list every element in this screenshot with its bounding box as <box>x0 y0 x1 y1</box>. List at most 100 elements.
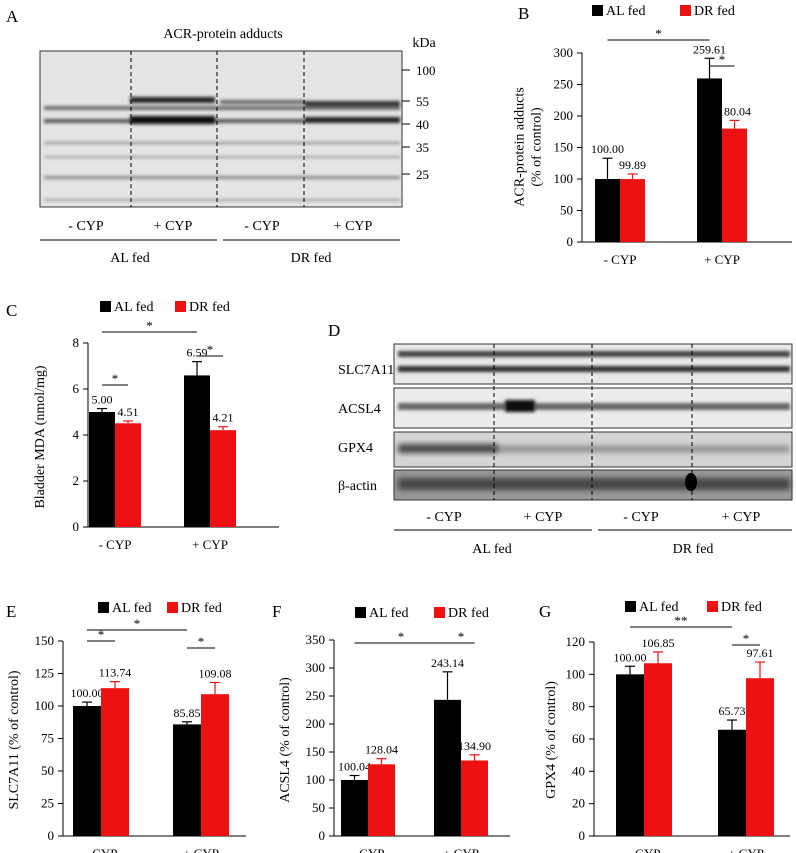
chart-g-x-tick-label-1: + CYP <box>728 846 764 853</box>
chart-b-acr-adducts: B AL fed DR fed 0 50 100 150 200 250 300 ACR-prote… <box>513 4 792 267</box>
d-lane-label-dr-minus-cyp: - CYP <box>623 510 659 525</box>
d-lane-label-al-plus-cyp: + CYP <box>524 510 563 525</box>
chart-f-value-label-0-0: 100.04 <box>338 759 371 773</box>
group-label-dr-fed: DR fed <box>291 251 332 266</box>
chart-f-y-tick-label-6: 300 <box>306 660 326 675</box>
chart-f-y-tick-label-7: 350 <box>306 632 326 647</box>
chart-f-value-label-1-0: 243.14 <box>431 656 464 670</box>
chart-f-legend-label-0: AL fed <box>369 606 409 621</box>
chart-e-bar-0-1 <box>101 688 129 836</box>
chart-b-value-label-0-1: 99.89 <box>619 158 646 172</box>
slc7a11-blot-image <box>393 343 793 385</box>
chart-e-sig-label-2: * <box>198 634 205 649</box>
chart-g-y-tick-label-5: 100 <box>566 666 586 681</box>
panel-a-title: ACR-protein adducts <box>163 27 282 42</box>
chart-e-y-tick-label-0: 0 <box>48 828 55 843</box>
chart-f-value-label-1-1: 134.90 <box>458 739 491 753</box>
chart-e-sig-label-0: * <box>98 627 105 642</box>
chart-b-y-tick-label-6: 300 <box>554 45 574 60</box>
adduct-blot-image <box>39 50 403 208</box>
chart-e-legend-label-0: AL fed <box>112 601 152 616</box>
chart-g-sig-label-0: ** <box>675 613 688 628</box>
chart-f-acsl4: F AL fed DR fed 0 50 100 150 200 250 300 350 ACSL4 … <box>272 602 510 853</box>
d-group-label-al-fed: AL fed <box>472 542 512 557</box>
d-lane-label-al-minus-cyp: - CYP <box>426 510 462 525</box>
chart-f-bar-1-0 <box>434 699 461 836</box>
protein-label-beta-actin: β-actin <box>338 479 377 494</box>
chart-b-y-tick-label-0: 0 <box>567 234 574 249</box>
chart-f-value-label-0-1: 128.04 <box>365 743 398 757</box>
chart-c-sig-label-1: * <box>146 318 153 333</box>
chart-c-bar-1-0 <box>184 375 210 527</box>
lane-label-dr-minus-cyp: - CYP <box>244 219 280 234</box>
chart-g-legend-label-0: AL fed <box>639 600 679 615</box>
chart-b-y-tick-label-3: 150 <box>554 140 574 155</box>
chart-e-y-label-0: SLC7A11 (% of control) <box>7 670 22 809</box>
chart-f-y-tick-label-4: 200 <box>306 716 326 731</box>
chart-c-x-tick-label-0: - CYP <box>99 537 132 552</box>
chart-g-value-label-0-0: 100.00 <box>614 650 647 664</box>
chart-f-y-tick-label-3: 150 <box>306 744 326 759</box>
kda-marker-25: 25 <box>416 167 429 182</box>
chart-e-value-label-1-1: 109.08 <box>199 666 232 680</box>
chart-f-x-tick-label-1: + CYP <box>443 846 479 853</box>
protein-label-slc7a11: SLC7A11 <box>338 363 394 378</box>
d-lane-label-dr-plus-cyp: + CYP <box>722 510 761 525</box>
chart-b-y-tick-label-4: 200 <box>554 108 574 123</box>
panel-a-letter: A <box>6 7 19 26</box>
chart-f-bar-1-1 <box>461 760 488 836</box>
chart-g-y-tick-label-6: 120 <box>566 634 586 649</box>
chart-b-y-tick-label-5: 250 <box>554 77 574 92</box>
chart-f-bar-0-0 <box>341 779 368 836</box>
panel-e-letter: E <box>6 602 16 621</box>
chart-b-x-tick-label-0: - CYP <box>604 252 637 267</box>
chart-e-legend-label-1: DR fed <box>181 601 222 616</box>
lane-label-dr-plus-cyp: + CYP <box>334 219 373 234</box>
chart-c-y-tick-label-2: 4 <box>73 427 80 442</box>
kda-marker-55: 55 <box>416 94 429 109</box>
chart-e-y-tick-label-2: 50 <box>41 763 54 778</box>
chart-g-y-tick-label-1: 20 <box>572 796 585 811</box>
chart-b-y-tick-label-2: 100 <box>554 171 574 186</box>
chart-g-y-tick-label-0: 0 <box>579 828 586 843</box>
chart-c-value-label-0-0: 5.00 <box>92 393 113 407</box>
chart-f-sig-label-0: * <box>398 629 405 644</box>
chart-e-sig-label-1: * <box>134 616 141 631</box>
chart-g-value-label-1-1: 97.61 <box>747 646 774 660</box>
chart-f-x-tick-label-0: - CYP <box>352 846 385 853</box>
chart-f-sig-label-1: * <box>458 629 465 644</box>
chart-c-bladder-mda: C AL fed DR fed 0 2 4 6 8 Bladder MDA (nmol/mg) 5… <box>6 300 279 552</box>
protein-label-acsl4: ACSL4 <box>338 402 381 417</box>
kda-marker-ladder: 100 55 40 35 25 <box>402 63 436 182</box>
chart-e-y-tick-label-5: 125 <box>35 666 55 681</box>
chart-c-y-tick-label-3: 6 <box>73 381 80 396</box>
chart-c-sig-label-2: * <box>207 342 214 357</box>
panel-g-letter: G <box>539 602 551 621</box>
chart-g-bar-0-1 <box>644 663 672 836</box>
chart-c-y-tick-label-4: 8 <box>73 335 80 350</box>
chart-c-x-tick-label-1: + CYP <box>192 537 228 552</box>
chart-e-bar-1-1 <box>201 694 229 836</box>
group-label-al-fed: AL fed <box>110 251 150 266</box>
chart-g-y-label-0: GPX4 (% of control) <box>544 681 559 799</box>
chart-f-y-tick-label-2: 100 <box>306 772 326 787</box>
chart-g-y-tick-label-4: 80 <box>572 699 585 714</box>
lane-label-al-plus-cyp: + CYP <box>154 219 193 234</box>
chart-g-bar-0-0 <box>616 674 644 836</box>
kda-unit-label: kDa <box>412 36 436 51</box>
chart-c-legend-swatch-0 <box>100 301 111 312</box>
chart-g-value-label-1-0: 65.73 <box>719 704 746 718</box>
protein-label-gpx4: GPX4 <box>338 441 373 456</box>
chart-c-value-label-1-1: 4.21 <box>213 411 234 425</box>
chart-f-legend-swatch-0 <box>355 607 366 618</box>
chart-c-bar-1-1 <box>210 430 236 527</box>
chart-e-bar-1-0 <box>173 724 201 836</box>
chart-c-value-label-1-0: 6.59 <box>187 346 208 360</box>
chart-b-value-label-1-0: 259.61 <box>693 42 726 56</box>
chart-b-value-label-0-0: 100.00 <box>591 142 624 156</box>
chart-e-y-tick-label-3: 75 <box>41 731 54 746</box>
beta-actin-blot-image <box>393 469 793 501</box>
chart-e-legend-swatch-0 <box>98 602 109 613</box>
chart-b-bar-1-1 <box>722 128 747 242</box>
chart-g-x-tick-label-0: - CYP <box>628 846 661 853</box>
